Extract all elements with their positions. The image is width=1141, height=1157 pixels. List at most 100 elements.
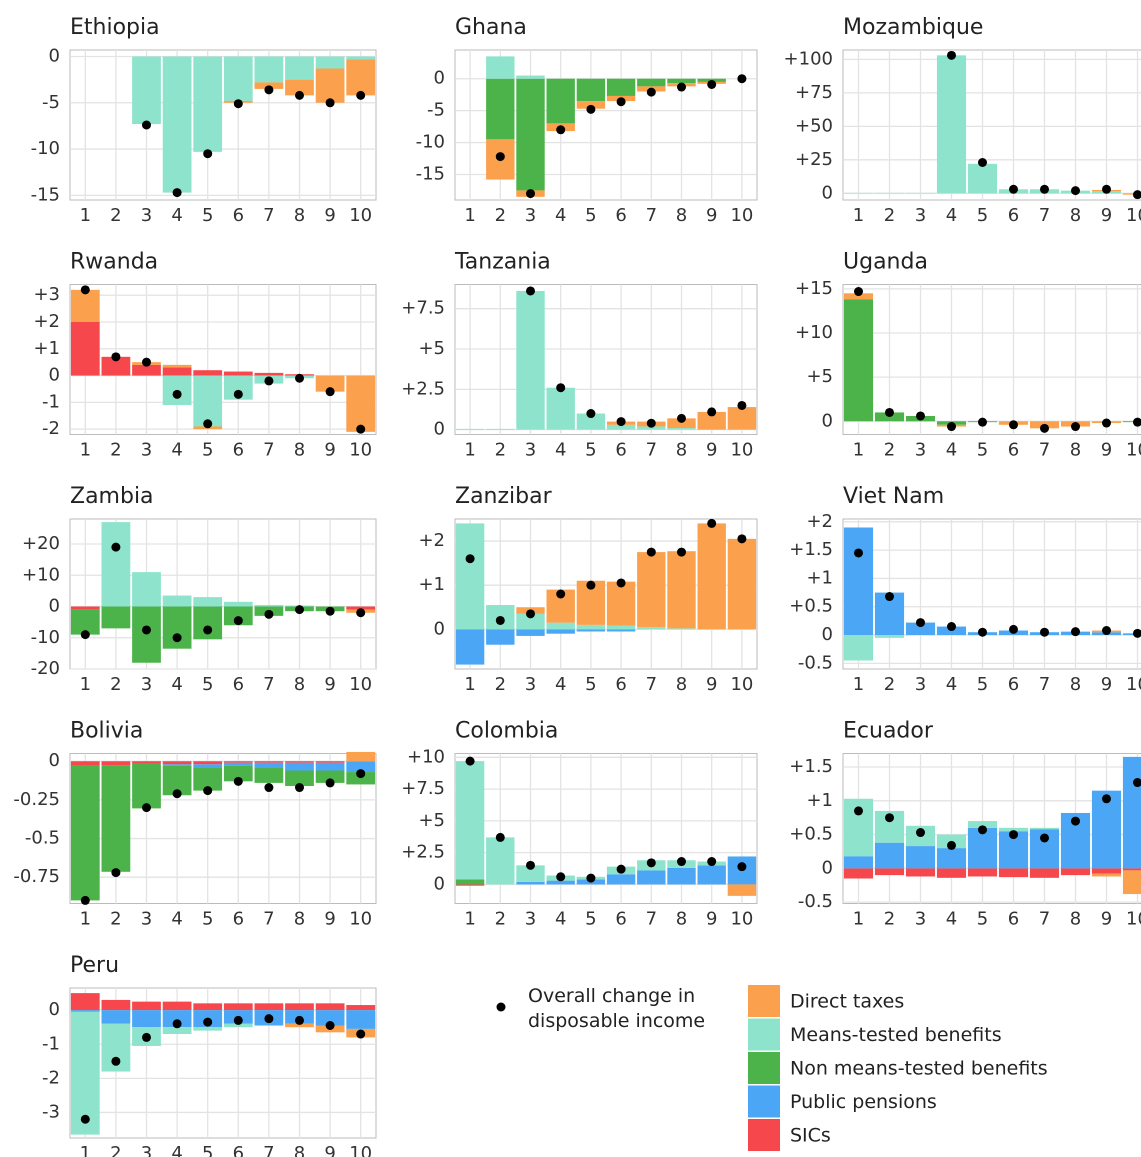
overall-dot: [526, 189, 535, 199]
x-tick-label: 8: [294, 1143, 305, 1157]
bar-segment: [193, 375, 223, 427]
bar-segment: [1122, 193, 1141, 195]
x-tick-label: 5: [977, 909, 988, 930]
y-tick-label: 0: [434, 68, 445, 89]
overall-dot: [233, 389, 243, 399]
bar-segment: [455, 428, 485, 430]
x-tick-label: 6: [233, 1143, 244, 1157]
overall-dot: [1071, 186, 1080, 196]
bar-segment: [346, 606, 376, 610]
y-tick-label: +2.5: [401, 378, 445, 399]
y-tick-label: -10: [31, 138, 60, 159]
x-tick-label: 5: [977, 440, 988, 461]
x-tick-label: 8: [676, 440, 687, 461]
legend-swatch: [748, 1119, 780, 1151]
bar-segment: [576, 78, 606, 102]
x-tick-label: 3: [915, 909, 926, 930]
x-tick-label: 2: [495, 205, 506, 226]
bar-segment: [346, 751, 376, 762]
bar-segment: [486, 56, 515, 79]
overall-dot: [978, 158, 987, 167]
x-tick-label: 1: [853, 674, 864, 695]
bar-segment: [162, 606, 192, 649]
y-tick-label: +5: [418, 810, 445, 831]
bar-segment: [132, 1010, 161, 1028]
overall-dot: [1102, 794, 1111, 804]
overall-dot: [1102, 626, 1111, 636]
overall-dot: [264, 376, 274, 386]
x-tick-label: 8: [294, 440, 305, 461]
bar-segment: [1029, 868, 1060, 878]
bar-segment: [132, 761, 161, 764]
overall-dot: [80, 1114, 90, 1124]
x-tick-label: 1: [80, 674, 91, 695]
overall-dot: [295, 783, 304, 793]
y-tick-label: +1.5: [789, 539, 833, 560]
bar-segment: [285, 762, 314, 771]
x-tick-label: 7: [263, 674, 274, 695]
overall-dot: [1133, 778, 1141, 788]
y-tick-label: 0: [49, 365, 60, 386]
bar-segment: [346, 761, 376, 773]
legend-swatch: [748, 1085, 780, 1118]
overall-dot: [203, 786, 213, 796]
y-tick-label: +0.5: [789, 596, 833, 617]
bar-segment: [70, 322, 100, 376]
x-tick-label: 1: [853, 205, 864, 226]
overall-dot: [677, 82, 686, 92]
y-tick-label: +1: [806, 790, 833, 811]
overall-dot: [264, 609, 274, 619]
bar-segment: [132, 364, 161, 376]
overall-dot: [264, 85, 274, 95]
bar-segment: [315, 68, 345, 103]
bar-segment: [606, 581, 636, 626]
bar-segment: [315, 1003, 345, 1011]
y-tick-label: -20: [31, 658, 60, 679]
overall-dot: [586, 580, 596, 590]
bar-segment: [101, 765, 131, 872]
y-tick-label: -2: [42, 1067, 60, 1088]
x-tick-label: 7: [646, 674, 657, 695]
x-tick-label: 4: [171, 674, 182, 695]
y-tick-label: 0: [822, 182, 833, 203]
x-tick-label: 5: [977, 674, 988, 695]
x-tick-label: 2: [110, 909, 121, 930]
overall-dot: [677, 857, 686, 867]
x-tick-label: 7: [1039, 674, 1050, 695]
y-tick-label: +1: [33, 338, 60, 359]
x-tick-label: 2: [884, 909, 895, 930]
overall-dot: [295, 90, 304, 100]
x-tick-label: 7: [646, 205, 657, 226]
bar-segment: [162, 595, 192, 607]
y-tick-label: +5: [418, 338, 445, 359]
x-tick-label: 3: [141, 674, 152, 695]
bar-segment: [346, 375, 376, 432]
overall-dot: [264, 1014, 274, 1024]
overall-dot: [854, 287, 863, 297]
x-tick-label: 5: [202, 205, 213, 226]
x-tick-label: 5: [202, 1143, 213, 1157]
x-tick-label: 1: [80, 440, 91, 461]
bar-segment: [70, 765, 100, 901]
overall-dot: [325, 1021, 335, 1030]
y-tick-label: 0: [434, 618, 445, 639]
bar-segment: [455, 629, 485, 665]
bar-segment: [936, 848, 967, 869]
bar-segment: [486, 629, 515, 645]
overall-dot: [356, 90, 366, 100]
y-tick-label: -0.5: [798, 891, 833, 912]
bar-segment: [254, 56, 284, 83]
overall-dot: [737, 74, 747, 84]
y-tick-label: 0: [49, 596, 60, 617]
overall-dot: [616, 578, 626, 588]
bar-segment: [315, 762, 345, 771]
x-tick-label: 4: [171, 1143, 182, 1157]
bar-segment: [697, 411, 726, 430]
bar-segment: [576, 629, 606, 632]
x-tick-label: 2: [495, 909, 506, 930]
bar-segment: [1122, 633, 1141, 636]
bar-segment: [285, 79, 314, 96]
x-tick-label: 4: [555, 440, 566, 461]
overall-dot: [356, 769, 366, 779]
x-tick-label: 4: [555, 674, 566, 695]
